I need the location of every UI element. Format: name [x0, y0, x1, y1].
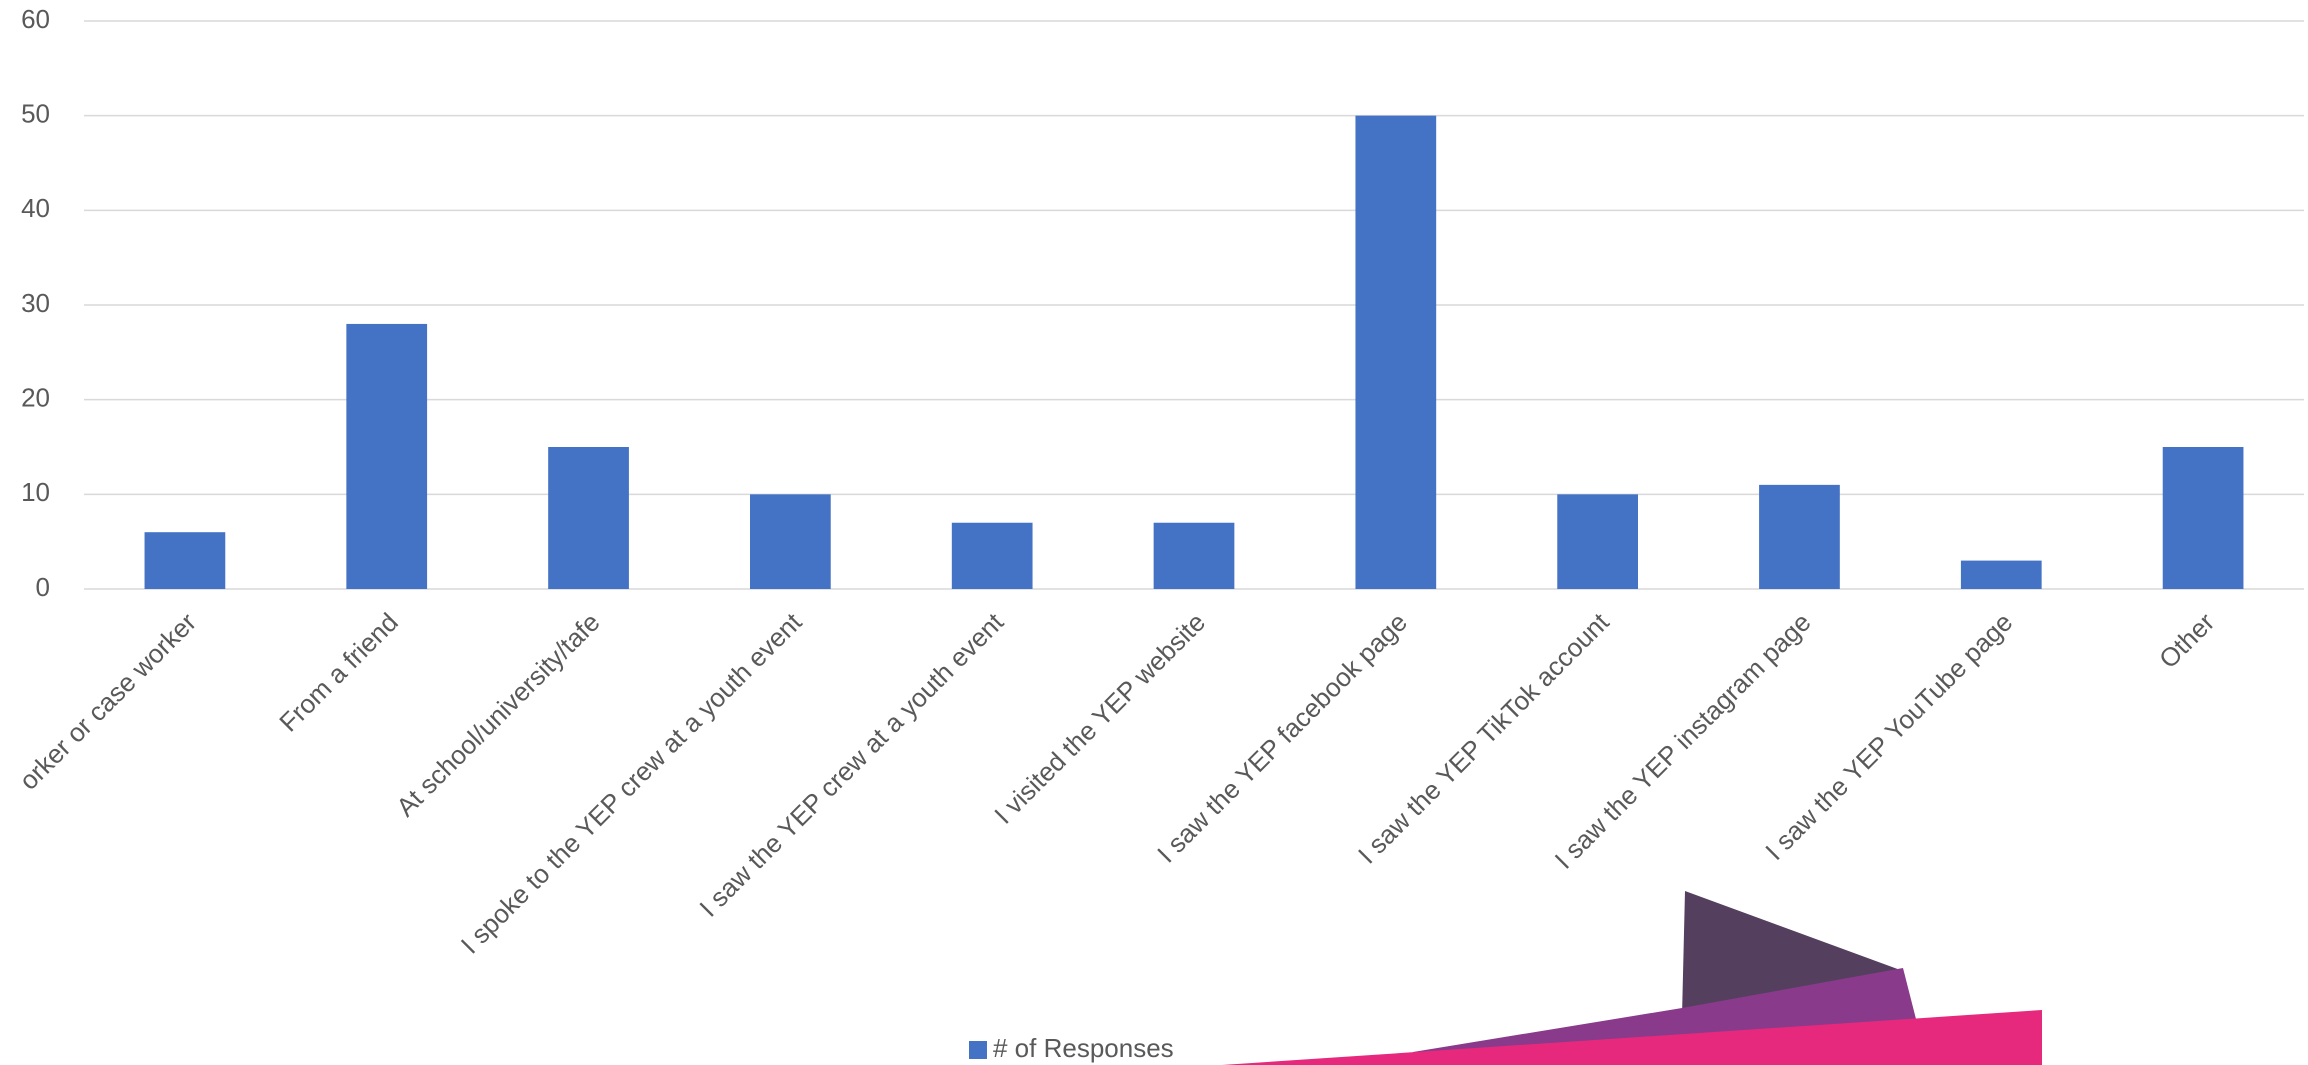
y-tick-label: 40	[21, 193, 50, 223]
y-tick-label: 20	[21, 383, 50, 413]
y-tick-label: 50	[21, 99, 50, 129]
x-tick-label: orker or case worker	[13, 607, 202, 796]
bar	[2162, 447, 2244, 589]
bar	[1557, 494, 1638, 589]
legend-swatch	[969, 1041, 987, 1059]
x-tick-label: Other	[2153, 607, 2220, 674]
bar	[1960, 560, 2042, 589]
legend-label: # of Responses	[993, 1033, 1174, 1063]
y-tick-label: 30	[21, 288, 50, 318]
bar	[548, 447, 629, 589]
bar	[346, 323, 428, 589]
x-tick-label: At school/university/tafe	[390, 607, 605, 822]
x-tick-label: I spoke to the YEP crew at a youth event	[455, 606, 808, 959]
bar	[750, 494, 831, 589]
x-tick-label: From a friend	[273, 607, 404, 738]
bar	[1355, 115, 1437, 590]
y-tick-label: 60	[21, 4, 50, 34]
y-tick-label: 10	[21, 477, 50, 507]
bar	[1759, 484, 1840, 589]
decoration	[1222, 1010, 2042, 1065]
decoration	[1413, 968, 1916, 1065]
y-tick-label: 0	[36, 572, 50, 602]
bar	[951, 522, 1033, 589]
bar	[144, 532, 226, 589]
x-tick-label: I visited the YEP website	[988, 607, 1211, 830]
bar	[1153, 522, 1235, 589]
